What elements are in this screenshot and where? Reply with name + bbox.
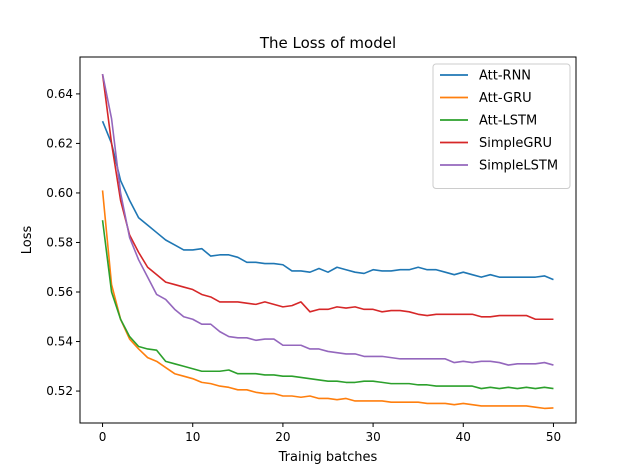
y-tick-label: 0.64 [46,87,73,101]
x-tick-label: 0 [99,430,107,444]
legend: Att-RNN Att-GRU Att-LSTM SimpleGRU SimpleLST… [432,63,571,189]
chart-title: The Loss of model [259,34,396,52]
legend-label: SimpleGRU [479,136,552,151]
x-axis-title: Trainig batches [278,450,378,465]
series-line-2 [101,190,554,410]
legend-box [432,63,571,189]
y-tick-label: 0.62 [46,136,73,150]
y-tick-label: 0.60 [46,186,73,200]
series-line-3 [101,220,554,390]
x-tick-label: 30 [365,430,380,444]
x-tick-label: 20 [275,430,290,444]
x-tick-label: 40 [456,430,471,444]
legend-label: Att-LSTM [479,114,537,129]
series-line-1 [101,120,554,281]
y-tick-label: 0.56 [46,285,73,299]
y-axis: 0.52 0.54 0.56 0.58 0.60 0.62 0.64 [46,87,80,398]
y-tick-label: 0.52 [46,384,73,398]
series-line-5 [101,73,554,366]
legend-label: SimpleLSTM [479,159,558,174]
y-axis-title: Loss [20,226,35,255]
y-tick-label: 0.54 [46,335,73,349]
y-tick-label: 0.58 [46,235,73,249]
legend-label: Att-GRU [479,91,532,106]
legend-label: Att-RNN [479,69,531,84]
series-line-4 [101,73,554,321]
plot-frame [79,56,577,424]
x-axis: 0 10 20 30 40 50 [99,423,561,444]
x-tick-label: 50 [546,430,561,444]
plot-area [101,73,554,410]
x-tick-label: 10 [185,430,200,444]
